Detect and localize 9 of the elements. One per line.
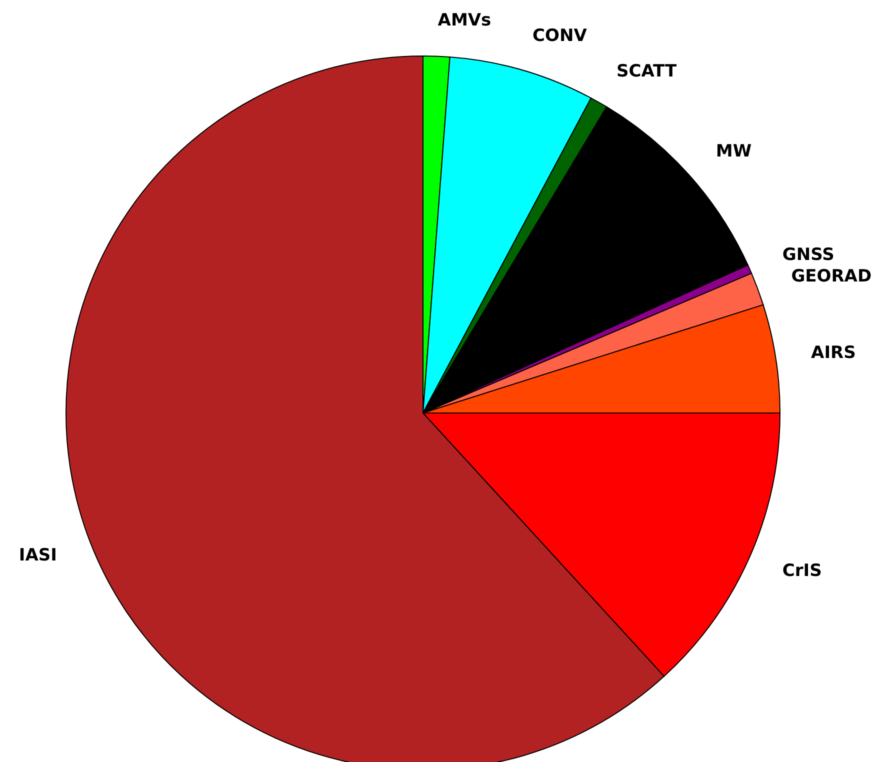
- slice-label: AMVs: [438, 10, 492, 31]
- slice-label: GEORAD: [791, 266, 872, 286]
- slice-label: MW: [716, 141, 752, 162]
- slice-label: CONV: [532, 26, 588, 46]
- slice-label: AIRS: [811, 342, 856, 363]
- slice-label: IASI: [18, 545, 57, 566]
- slice-label: SCATT: [616, 61, 678, 82]
- slice-label: GNSS: [782, 244, 834, 265]
- slice-label: CrIS: [782, 561, 822, 582]
